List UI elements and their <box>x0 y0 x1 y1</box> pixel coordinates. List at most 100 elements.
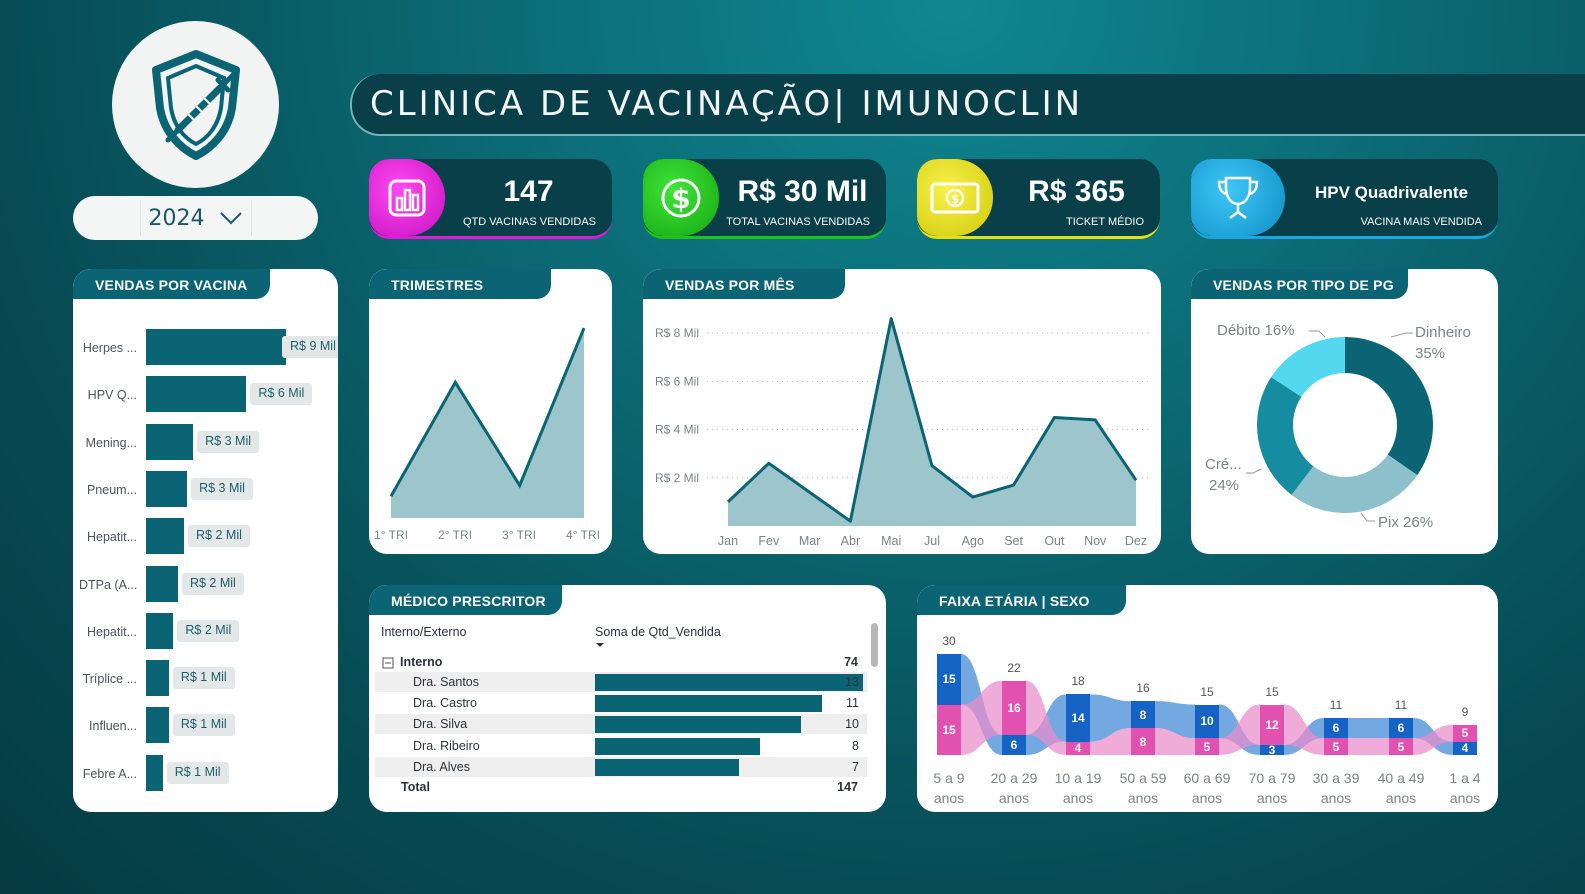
segment-pink[interactable]: 16 <box>1002 680 1026 735</box>
x-tick-label: 3° TRI <box>502 528 536 542</box>
segment-blue[interactable]: 15 <box>937 654 961 705</box>
segment-blue[interactable]: 6 <box>1002 734 1026 755</box>
table-row[interactable]: Dra. Santos 13 <box>375 672 867 692</box>
vaccine-label: Febre A... <box>82 766 137 781</box>
age-total-label: 15 <box>1200 684 1214 699</box>
panel-vendas-por-vacina: VENDAS POR VACINA Herpes ... R$ 9 Mil HPV … <box>73 269 338 812</box>
segment-blue[interactable]: 8 <box>1131 701 1155 729</box>
vaccine-bar-row[interactable]: Febre A... R$ 1 Mil <box>73 754 338 791</box>
vaccine-bar-row[interactable]: Mening... R$ 3 Mil <box>73 423 338 460</box>
vaccine-label: Herpes ... <box>82 341 137 355</box>
vaccine-bar[interactable] <box>146 660 169 697</box>
age-total-label: 30 <box>942 634 956 648</box>
donut-slice <box>1345 337 1433 476</box>
age-total-label: 11 <box>1394 697 1408 712</box>
pie-label-dinheiro-pct: 35% <box>1415 345 1446 362</box>
table-row[interactable]: Dra. Castro 11 <box>375 693 867 713</box>
segment-blue[interactable]: 4 <box>1453 741 1477 755</box>
kpi-value: HPV Quadrivalente <box>1314 183 1469 202</box>
segment-blue[interactable]: 14 <box>1066 694 1090 742</box>
table-row[interactable]: Dra. Alves 7 <box>375 756 867 777</box>
scrollbar[interactable] <box>871 623 878 667</box>
vaccine-bar[interactable] <box>146 423 194 460</box>
kpi-label: TICKET MÉDIO <box>1065 216 1144 228</box>
data-bar <box>595 695 822 713</box>
kpi-total-vacinas: $ R$ 30 Mil TOTAL VACINAS VENDIDAS <box>643 159 886 239</box>
leader-line <box>1390 332 1413 338</box>
vaccine-bar-row[interactable]: HPV Q... R$ 6 Mil <box>73 376 338 413</box>
vaccine-bar[interactable] <box>146 707 169 744</box>
vaccine-value-label: R$ 6 Mil <box>250 383 313 406</box>
segment-blue[interactable]: 10 <box>1195 704 1219 739</box>
vaccine-bar-row[interactable]: Pneum... R$ 3 Mil <box>73 470 338 507</box>
vaccine-bar-row[interactable]: Herpes ... R$ 9 Mil <box>73 329 338 365</box>
faixa-etaria-ribbon-chart <box>961 654 1453 755</box>
leader-line <box>1360 512 1375 522</box>
panel-title: MÉDICO PRESCRITOR <box>369 585 562 615</box>
vaccine-label: DTPa (A... <box>79 577 137 592</box>
vaccine-bar[interactable] <box>146 565 178 602</box>
panel-title: TRIMESTRES <box>369 269 552 299</box>
kpi-ticket-medio: $ R$ 365 TICKET MÉDIO <box>917 159 1160 239</box>
vaccine-value-label: R$ 2 Mil <box>181 572 244 595</box>
vaccine-bar-row[interactable]: Tríplice ... R$ 1 Mil <box>73 660 338 697</box>
segment-pink[interactable]: 5 <box>1453 724 1477 742</box>
ribbon-band <box>1090 728 1131 755</box>
column-header-interno-externo[interactable]: Interno/Externo <box>381 625 467 639</box>
data-bar <box>595 737 760 755</box>
segment-pink[interactable]: 15 <box>937 704 961 755</box>
ribbon-band <box>1219 704 1260 755</box>
area-fill <box>728 318 1136 526</box>
x-tick-label: Jan <box>718 534 738 548</box>
year-slicer[interactable]: 2024 <box>73 196 318 240</box>
doctor-name: Dra. Alves <box>413 759 470 774</box>
sort-desc-icon[interactable] <box>595 642 605 648</box>
vaccine-bar[interactable] <box>146 376 247 413</box>
vaccine-value-label: R$ 2 Mil <box>177 619 240 642</box>
x-tick-label: Out <box>1044 534 1065 548</box>
segment-pink[interactable]: 4 <box>1066 741 1090 755</box>
vaccine-bar[interactable] <box>146 612 174 649</box>
vaccine-bar-row[interactable]: DTPa (A... R$ 2 Mil <box>73 565 338 602</box>
vaccine-bar[interactable] <box>146 754 163 791</box>
vaccine-value-label: R$ 3 Mil <box>191 477 253 500</box>
doctor-value: 13 <box>845 675 859 689</box>
collapse-icon[interactable] <box>382 657 394 669</box>
dollar-icon: $ <box>643 159 719 236</box>
vaccine-bar-row[interactable]: Hepatit... R$ 2 Mil <box>73 612 338 649</box>
group-total: 74 <box>844 655 858 669</box>
segment-blue[interactable]: 6 <box>1389 717 1413 739</box>
doctor-value: 10 <box>845 717 859 732</box>
series-line <box>389 327 586 498</box>
ribbon-band <box>1284 704 1324 755</box>
panel-medico-prescritor: MÉDICO PRESCRITOR Interno/Externo Soma d… <box>369 585 886 812</box>
x-tick-label: Dez <box>1125 534 1147 548</box>
segment-pink[interactable]: 5 <box>1389 738 1413 755</box>
segment-pink[interactable]: 5 <box>1324 738 1348 755</box>
vaccine-value-label: R$ 1 Mil <box>172 667 235 690</box>
vaccine-bar[interactable] <box>146 329 286 365</box>
panel-vendas-por-tipo-pg: VENDAS POR TIPO DE PG Dinheiro 35% Pix 2… <box>1191 269 1498 554</box>
segment-blue[interactable]: 6 <box>1324 717 1348 739</box>
logo <box>112 21 279 188</box>
table-row[interactable]: Dra. Ribeiro 8 <box>375 736 867 756</box>
column-header-soma-qtd[interactable]: Soma de Qtd_Vendida <box>595 625 721 639</box>
donut-slice <box>1257 377 1314 495</box>
y-tick-label: R$ 4 Mil <box>655 423 699 437</box>
panel-title: VENDAS POR VACINA <box>73 269 270 299</box>
vaccine-bar[interactable] <box>146 470 188 507</box>
segment-pink[interactable]: 12 <box>1260 704 1284 745</box>
segment-pink[interactable]: 8 <box>1131 728 1155 755</box>
pie-label-pix: Pix 26% <box>1378 514 1434 531</box>
panel-title: VENDAS POR MÊS <box>643 269 845 299</box>
vaccine-bar-row[interactable]: Hepatit... R$ 2 Mil <box>73 518 338 555</box>
table-row[interactable]: Dra. Silva 10 <box>375 714 867 735</box>
segment-blue[interactable]: 3 <box>1260 743 1284 757</box>
chevron-down-icon[interactable] <box>219 211 243 225</box>
ribbon-band <box>1155 728 1195 755</box>
vaccine-bar-row[interactable]: Influen... R$ 1 Mil <box>73 707 338 744</box>
segment-pink[interactable]: 5 <box>1195 738 1219 755</box>
vaccine-value-label: R$ 1 Mil <box>172 714 235 737</box>
page-title: CLINICA DE VACINAÇÃO| IMUNOCLIN <box>370 84 1084 124</box>
vaccine-bar[interactable] <box>146 518 185 555</box>
